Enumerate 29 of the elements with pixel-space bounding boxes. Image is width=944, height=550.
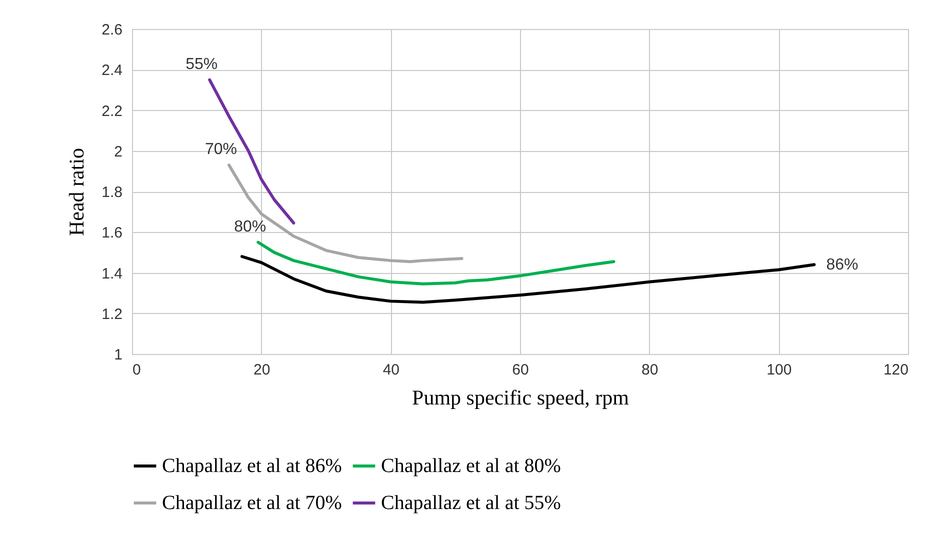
x-tick-label: 40 xyxy=(382,362,400,378)
x-tick-label: 60 xyxy=(512,362,529,378)
y-tick-label: 1.8 xyxy=(102,184,122,201)
x-tick-label: 20 xyxy=(253,362,270,378)
y-tick-label: 2.6 xyxy=(102,22,122,38)
x-tick-label: 120 xyxy=(883,362,908,378)
y-tick-label: 1.4 xyxy=(102,265,122,282)
y-tick-label: 1.6 xyxy=(102,224,122,242)
y-tick-label: 2.2 xyxy=(102,102,122,120)
annotation: 70% xyxy=(204,141,238,158)
y-axis-title: Head ratio xyxy=(64,148,89,236)
y-tick-label: 2 xyxy=(114,143,122,160)
legend-label: Chapallaz et al at 55% xyxy=(381,492,561,514)
line-series xyxy=(228,164,464,264)
x-axis-title: Pump specific speed, rpm xyxy=(412,386,629,410)
y-tick-label: 1 xyxy=(114,346,122,364)
x-tick-label: 0 xyxy=(132,362,141,378)
y-tick-label: 1.2 xyxy=(102,306,122,323)
annotation: 80% xyxy=(234,218,266,236)
line-series xyxy=(240,255,816,304)
y-tick-label: 2.4 xyxy=(102,62,122,80)
legend-label: Chapallaz et al at 86% xyxy=(162,455,342,477)
annotation: 55% xyxy=(186,56,218,73)
line-series xyxy=(256,240,616,286)
legend-label: Chapallaz et al at 70% xyxy=(162,492,342,514)
annotation: 86% xyxy=(826,256,858,274)
x-tick-label: 100 xyxy=(766,362,792,378)
legend-label: Chapallaz et al at 80% xyxy=(381,455,561,477)
x-tick-label: 80 xyxy=(641,362,658,378)
